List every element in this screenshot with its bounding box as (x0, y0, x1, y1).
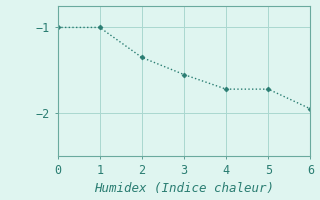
X-axis label: Humidex (Indice chaleur): Humidex (Indice chaleur) (94, 182, 274, 195)
